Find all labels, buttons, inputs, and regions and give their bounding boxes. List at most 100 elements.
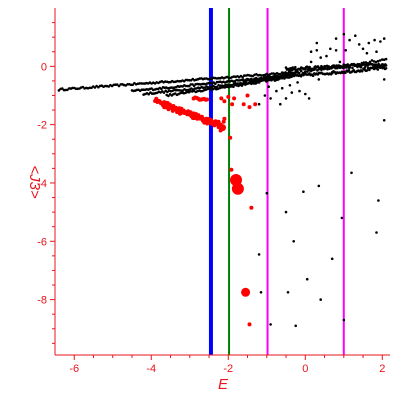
data-point — [249, 205, 254, 210]
data-point-cluster — [231, 182, 244, 195]
data-point — [367, 41, 371, 45]
y-axis-label: <J3> — [26, 165, 43, 199]
data-point — [216, 119, 221, 124]
data-point — [205, 97, 210, 102]
data-point — [280, 76, 284, 80]
data-point-cluster — [219, 124, 226, 132]
data-point — [356, 63, 360, 66]
data-point — [326, 67, 329, 71]
data-point — [329, 47, 332, 51]
data-point — [162, 91, 166, 94]
data-point — [299, 75, 303, 78]
data-point — [346, 69, 349, 72]
data-point — [269, 75, 273, 79]
data-point — [147, 92, 150, 96]
data-point — [275, 89, 278, 93]
data-point — [358, 63, 362, 66]
data-point — [377, 199, 380, 202]
data-point — [336, 65, 339, 69]
data-point — [265, 75, 269, 78]
data-point — [312, 68, 315, 72]
data-point — [316, 69, 319, 72]
data-point — [279, 74, 283, 77]
data-point — [376, 68, 380, 71]
data-point — [365, 69, 369, 72]
data-point — [332, 66, 335, 69]
data-point — [286, 291, 290, 294]
data-point — [357, 43, 361, 46]
data-point — [342, 318, 346, 322]
data-point — [187, 84, 191, 88]
data-point — [320, 68, 323, 71]
data-point — [328, 67, 331, 71]
data-point — [66, 88, 69, 92]
data-point — [365, 51, 369, 55]
data-point — [284, 97, 288, 100]
data-point — [305, 277, 309, 281]
data-point — [354, 34, 357, 37]
data-point — [370, 59, 374, 62]
data-point — [253, 102, 258, 107]
data-point — [364, 61, 368, 64]
data-point — [263, 94, 267, 97]
data-point — [368, 68, 371, 72]
data-point — [244, 80, 248, 83]
data-point — [293, 71, 297, 75]
data-point — [298, 89, 301, 93]
data-point — [360, 69, 364, 73]
data-point — [366, 62, 370, 65]
data-point — [57, 89, 61, 92]
data-point — [373, 38, 376, 42]
data-point — [319, 56, 323, 59]
data-point — [269, 323, 272, 326]
data-point — [297, 71, 301, 75]
y-tick-label: -4 — [37, 178, 47, 190]
x-tick-label: 2 — [379, 363, 385, 375]
data-point — [338, 60, 342, 64]
data-point — [362, 61, 366, 64]
data-point — [323, 65, 326, 68]
data-point — [219, 96, 224, 101]
x-tick-label: -6 — [69, 363, 79, 375]
data-point — [247, 322, 252, 327]
data-point — [318, 67, 321, 70]
data-point — [279, 102, 282, 106]
data-point — [302, 190, 305, 193]
data-point — [308, 65, 311, 69]
data-point — [360, 61, 364, 65]
data-point — [310, 69, 313, 73]
data-point — [317, 184, 321, 188]
data-point — [330, 70, 334, 74]
data-point — [330, 257, 334, 261]
data-point — [265, 191, 269, 195]
data-point — [259, 291, 263, 294]
data-point — [250, 82, 253, 86]
data-point — [269, 97, 272, 100]
data-point — [294, 324, 298, 328]
data-point — [352, 62, 356, 66]
data-point — [257, 253, 261, 256]
data-point — [334, 37, 338, 40]
data-point — [376, 59, 380, 63]
data-point — [252, 82, 256, 85]
axes: -6 -4 -2 0 2 0 -2 -4 -6 -8 — [37, 8, 390, 375]
data-point — [280, 86, 284, 90]
data-point — [240, 84, 244, 87]
data-point — [350, 62, 354, 66]
data-point — [222, 116, 227, 121]
data-point — [275, 75, 279, 79]
data-point — [257, 102, 261, 106]
data-point — [359, 66, 363, 69]
data-point — [305, 70, 309, 73]
data-point — [301, 71, 305, 75]
data-point — [267, 85, 271, 88]
data-point — [232, 85, 235, 89]
data-point — [379, 40, 382, 43]
data-point — [214, 82, 217, 85]
data-point — [382, 37, 386, 40]
data-point — [363, 65, 367, 69]
data-point — [346, 63, 350, 66]
data-point — [288, 84, 292, 87]
data-point — [285, 73, 289, 76]
